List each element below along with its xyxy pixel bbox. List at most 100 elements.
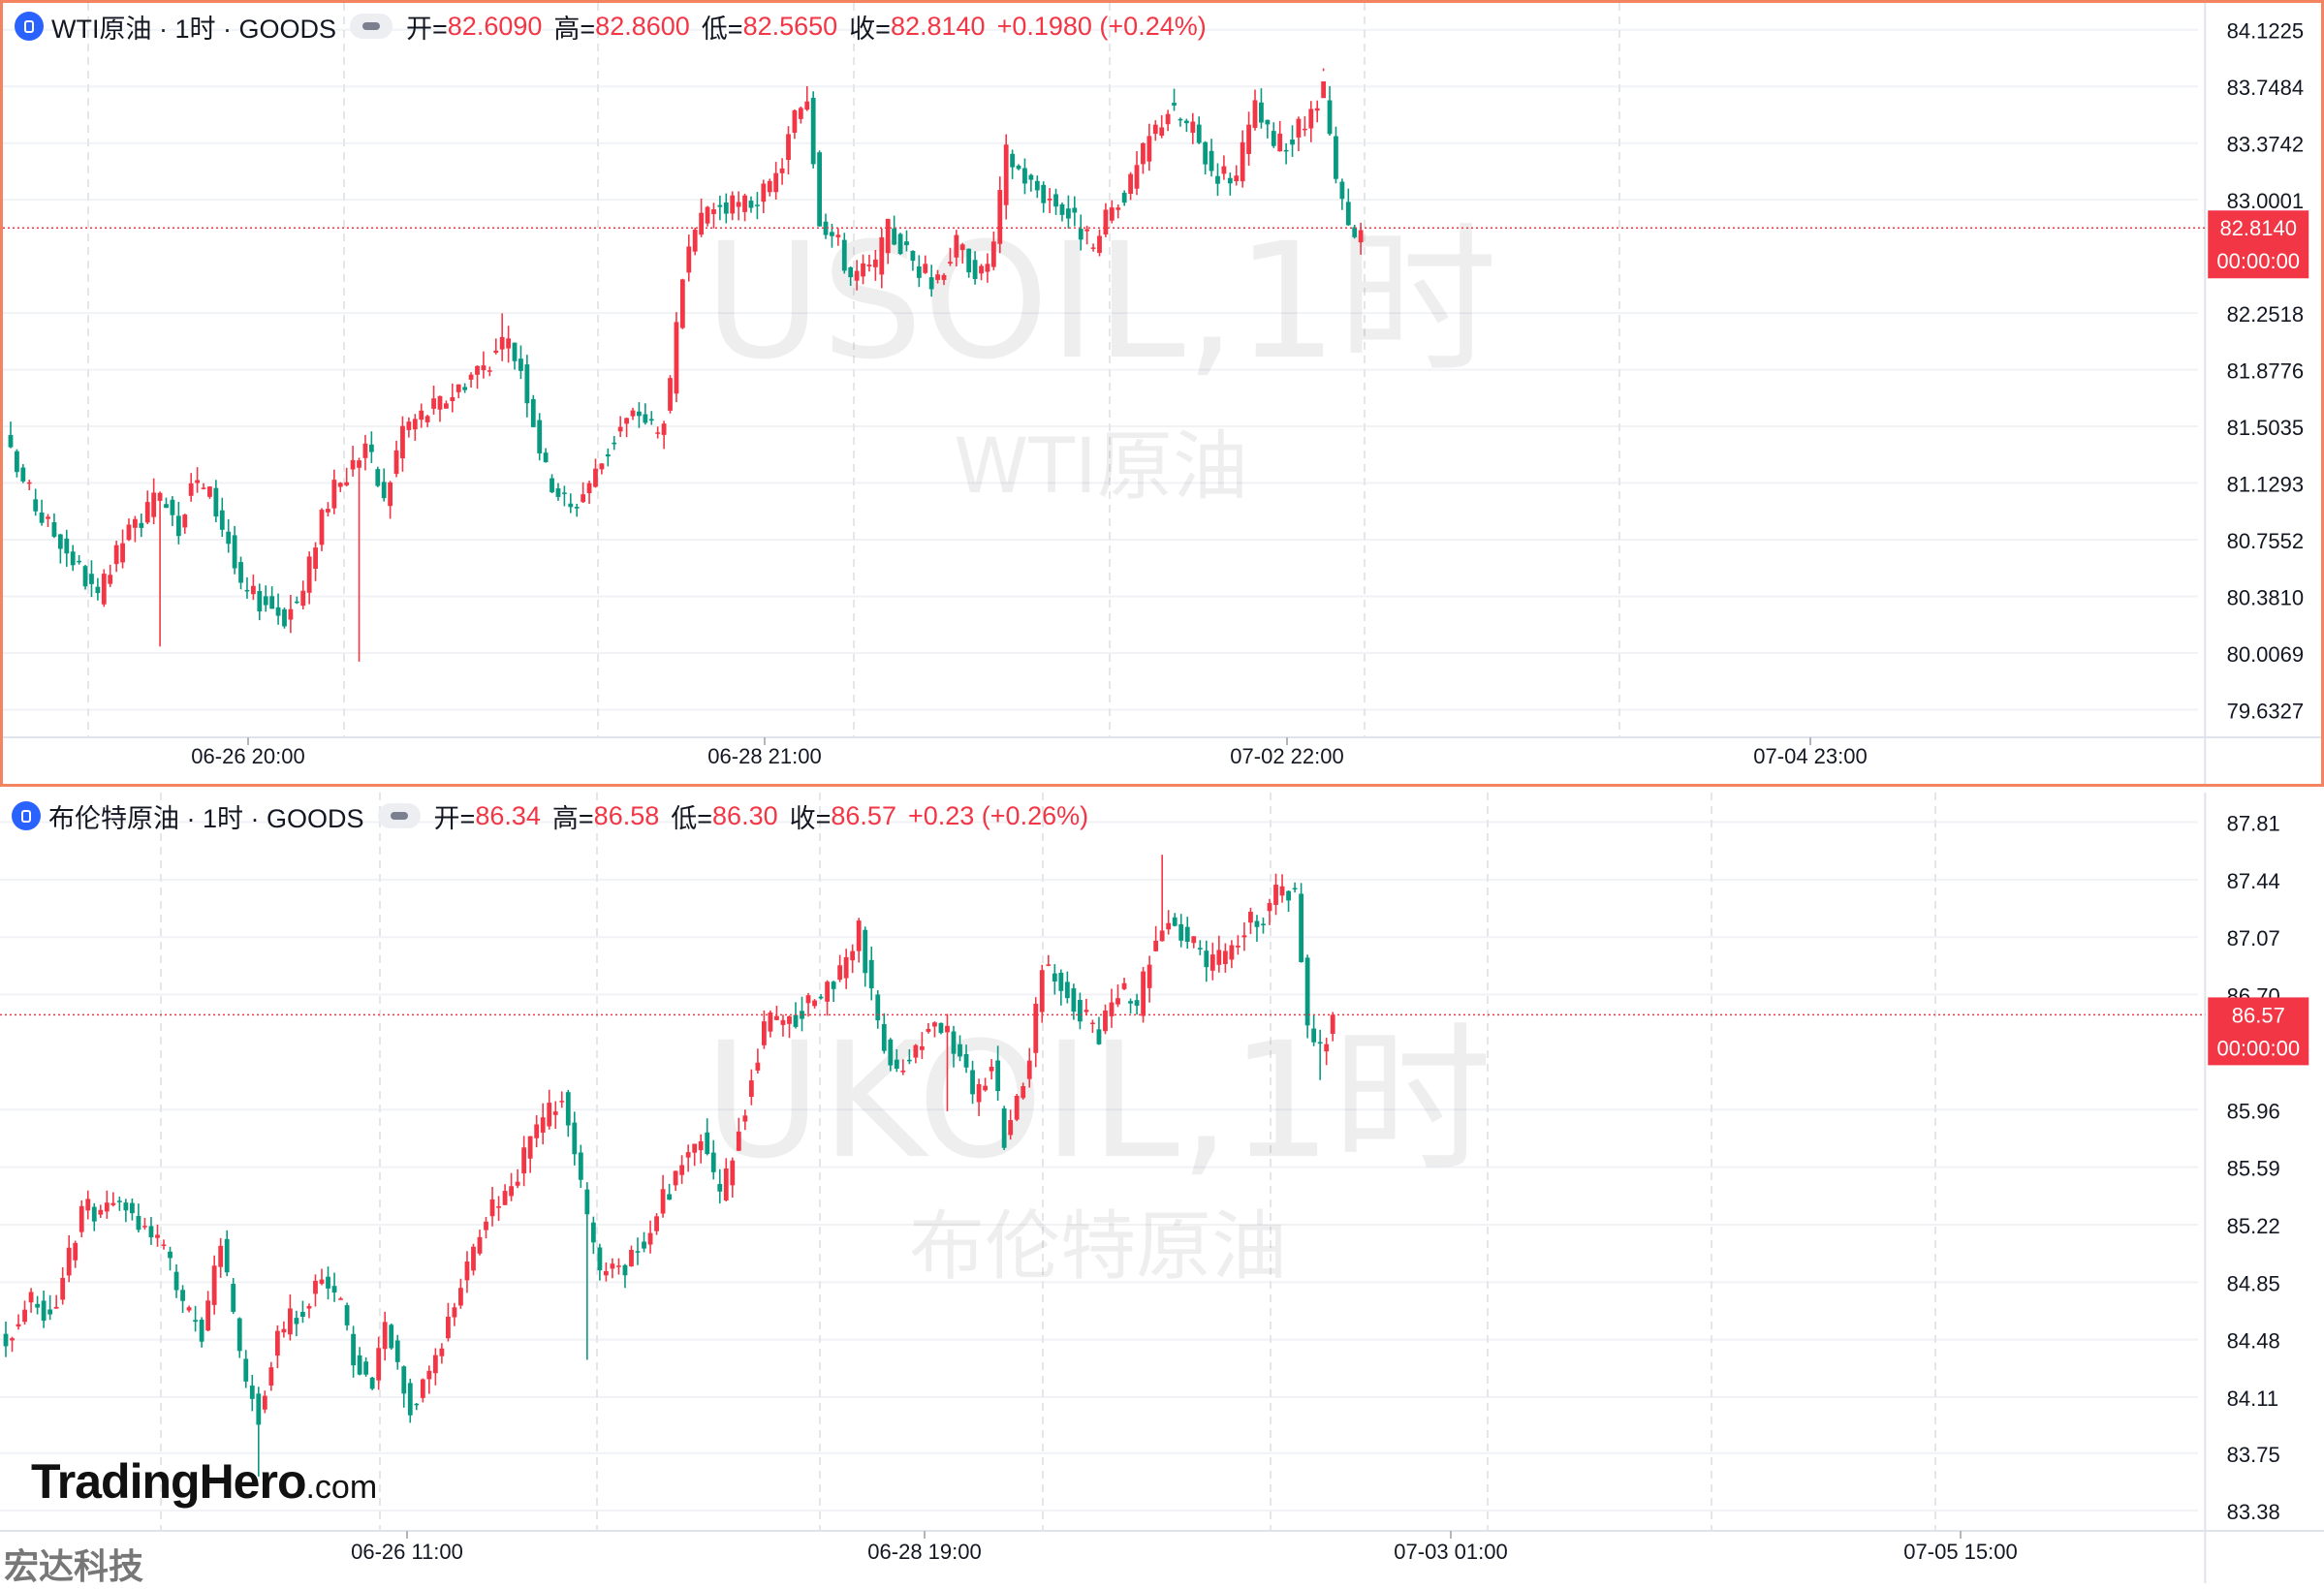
candle[interactable]: [1324, 1038, 1330, 1066]
candle[interactable]: [231, 1278, 236, 1315]
candle[interactable]: [331, 1272, 337, 1302]
candle[interactable]: [350, 446, 356, 477]
candle[interactable]: [1314, 100, 1320, 123]
candle[interactable]: [218, 1237, 224, 1278]
candle[interactable]: [1229, 940, 1235, 969]
candle[interactable]: [489, 1187, 495, 1227]
candle[interactable]: [1317, 1029, 1323, 1080]
candle[interactable]: [79, 1200, 84, 1237]
candle[interactable]: [875, 989, 881, 1029]
candle[interactable]: [113, 540, 119, 573]
candle[interactable]: [938, 1022, 944, 1035]
candle[interactable]: [1078, 214, 1083, 251]
candle[interactable]: [232, 525, 237, 575]
candle[interactable]: [477, 1230, 483, 1256]
candle[interactable]: [648, 411, 654, 425]
candle[interactable]: [493, 338, 499, 355]
candle[interactable]: [126, 518, 132, 542]
candle[interactable]: [945, 1013, 950, 1111]
candle[interactable]: [661, 421, 667, 450]
candle[interactable]: [123, 1199, 129, 1223]
candle[interactable]: [1197, 940, 1203, 955]
candle[interactable]: [1026, 1047, 1032, 1088]
candle[interactable]: [768, 1010, 773, 1038]
candle[interactable]: [95, 577, 101, 601]
candle[interactable]: [966, 248, 972, 278]
candle[interactable]: [110, 1192, 116, 1207]
candle[interactable]: [654, 1213, 659, 1235]
candle[interactable]: [313, 1274, 318, 1307]
candle[interactable]: [155, 1224, 160, 1247]
candle[interactable]: [108, 564, 113, 587]
candle[interactable]: [1203, 140, 1209, 175]
candle[interactable]: [597, 1243, 603, 1281]
candle[interactable]: [91, 1202, 97, 1231]
candle[interactable]: [201, 483, 206, 490]
candle[interactable]: [555, 483, 561, 501]
candle[interactable]: [831, 981, 836, 1003]
candle[interactable]: [481, 351, 487, 379]
candle[interactable]: [767, 178, 772, 197]
candle[interactable]: [699, 198, 705, 237]
candle[interactable]: [400, 416, 405, 472]
candle[interactable]: [1248, 907, 1253, 935]
candle[interactable]: [1021, 1082, 1026, 1100]
candle[interactable]: [437, 395, 443, 422]
candle[interactable]: [856, 918, 862, 963]
candle[interactable]: [584, 1182, 590, 1360]
candle[interactable]: [1191, 936, 1197, 949]
candle[interactable]: [175, 501, 181, 545]
candle[interactable]: [173, 1263, 179, 1298]
candle[interactable]: [923, 255, 928, 274]
candle[interactable]: [148, 1217, 154, 1245]
candle[interactable]: [1090, 1019, 1095, 1034]
candle[interactable]: [512, 342, 518, 370]
candle[interactable]: [1261, 918, 1266, 934]
candle[interactable]: [572, 1111, 578, 1166]
candle[interactable]: [1190, 112, 1196, 144]
candle[interactable]: [188, 473, 194, 502]
candle[interactable]: [116, 1197, 122, 1211]
candle[interactable]: [1184, 917, 1190, 950]
candle[interactable]: [742, 193, 747, 222]
candle[interactable]: [70, 545, 76, 572]
candle[interactable]: [338, 1296, 343, 1300]
candle[interactable]: [1215, 163, 1220, 197]
candle[interactable]: [257, 583, 263, 621]
candle[interactable]: [723, 193, 729, 224]
candle[interactable]: [506, 326, 511, 363]
candle[interactable]: [1178, 914, 1184, 948]
candle[interactable]: [818, 993, 824, 1000]
candle[interactable]: [1141, 967, 1146, 1023]
wti-symbol-title[interactable]: WTI原油 · 1时 · GOODS: [51, 14, 336, 44]
candle[interactable]: [866, 254, 872, 272]
candle[interactable]: [357, 1347, 362, 1376]
candle[interactable]: [897, 233, 903, 256]
candle[interactable]: [798, 106, 803, 124]
candle[interactable]: [274, 1324, 280, 1369]
candle[interactable]: [66, 1234, 72, 1283]
candle[interactable]: [804, 85, 810, 111]
candle[interactable]: [774, 1006, 779, 1020]
candle[interactable]: [288, 1293, 293, 1341]
candle[interactable]: [1022, 158, 1027, 195]
candle[interactable]: [581, 482, 586, 504]
candle[interactable]: [326, 1266, 330, 1300]
candle[interactable]: [958, 1035, 962, 1062]
candle[interactable]: [306, 551, 312, 605]
candle[interactable]: [60, 1266, 66, 1305]
candle[interactable]: [629, 1245, 634, 1267]
eye-toggle-icon[interactable]: [377, 803, 421, 828]
candle[interactable]: [800, 996, 804, 1032]
candle[interactable]: [313, 542, 318, 581]
candle[interactable]: [622, 1263, 628, 1289]
candle[interactable]: [1254, 915, 1260, 942]
candle[interactable]: [1172, 88, 1177, 111]
candle[interactable]: [1146, 955, 1152, 1003]
candle[interactable]: [1165, 109, 1171, 132]
candle[interactable]: [637, 402, 642, 428]
candle[interactable]: [805, 992, 811, 1017]
candle[interactable]: [837, 954, 843, 982]
candle[interactable]: [705, 1118, 710, 1156]
candle[interactable]: [904, 230, 909, 252]
